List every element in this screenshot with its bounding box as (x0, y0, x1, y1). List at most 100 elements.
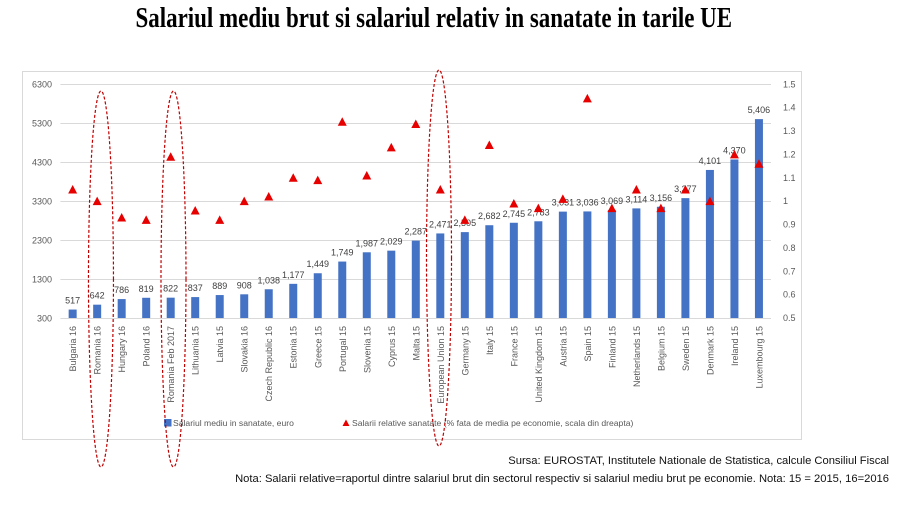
triangle-marker (729, 149, 739, 159)
bar (68, 309, 77, 318)
left-axis-tick-label: 4300 (32, 158, 52, 168)
source-note: Sursa: EUROSTAT, Institutele Nationale d… (508, 455, 889, 467)
bar-data-label: 1,449 (306, 259, 329, 269)
category-label: Finland 15 (607, 326, 617, 368)
bar-data-label: 3,114 (625, 194, 647, 204)
bar (387, 250, 396, 318)
bar-data-label: 517 (65, 296, 80, 306)
triangle-marker (386, 142, 396, 152)
triangle-marker (754, 159, 764, 168)
bar-data-label: 4,101 (699, 156, 722, 166)
bar (362, 252, 371, 318)
category-label: Slovenia 15 (362, 326, 372, 373)
category-label: Malta 15 (411, 326, 421, 361)
triangle-marker (484, 140, 494, 150)
triangle-marker (607, 203, 617, 213)
bar (754, 119, 763, 318)
bar (534, 221, 543, 318)
legend-triangle-label: Salarii relative sanatate (% fata de med… (352, 418, 634, 428)
bar (411, 240, 420, 318)
left-axis-tick-label: 3300 (32, 197, 52, 207)
bar-data-label: 2,682 (478, 211, 501, 221)
right-axis-tick-label: 1.3 (783, 126, 796, 136)
triangle-marker (411, 119, 421, 129)
bar (313, 273, 322, 318)
category-label: Greece 15 (313, 326, 323, 368)
right-axis-tick-label: 1.5 (783, 79, 796, 89)
triangle-marker (460, 215, 470, 224)
title-container: Salariul mediu brut si salariul relativ … (0, 3, 868, 35)
bar (558, 211, 567, 318)
category-label: Latvia 15 (215, 326, 225, 363)
bar-data-label: 908 (237, 280, 252, 290)
category-label: Italy 15 (485, 326, 495, 355)
bar-data-label: 1,987 (356, 238, 379, 248)
right-axis-tick-label: 0.6 (783, 290, 796, 300)
bar (93, 304, 102, 318)
chart-title: Salariul mediu brut si salariul relativ … (135, 3, 733, 34)
category-label: Lithuania 15 (191, 326, 201, 375)
triangle-marker (631, 184, 641, 194)
bar-data-label: 5,406 (748, 105, 771, 115)
right-axis-tick-label: 0.5 (783, 313, 796, 323)
bar-data-label: 1,749 (331, 248, 354, 258)
category-label: Sweden 15 (681, 326, 691, 371)
bar (142, 297, 151, 318)
triangle-marker (239, 196, 249, 206)
category-label: Portugal 15 (338, 326, 348, 372)
category-label: United Kingdom 15 (534, 326, 544, 403)
right-axis-tick-label: 1.4 (783, 103, 796, 113)
bar (460, 232, 469, 318)
bar-data-label: 3,069 (601, 196, 624, 206)
category-label: European Union 15 (436, 326, 446, 404)
highlight-ellipse (425, 69, 453, 447)
category-label: Hungary 16 (117, 326, 127, 373)
bar-data-label: 2,029 (380, 237, 403, 247)
legend-bar-label: Salariul mediu in sanatate, euro (173, 418, 294, 428)
category-label: Slovakia 16 (240, 326, 250, 373)
triangle-marker (656, 203, 666, 213)
triangle-marker (141, 215, 151, 224)
bar (289, 283, 298, 318)
bar (632, 208, 641, 318)
bar (338, 261, 347, 318)
category-label: Cyprus 15 (387, 326, 397, 367)
triangle-marker (313, 175, 323, 185)
triangle-marker (166, 152, 176, 161)
triangle-marker (435, 184, 445, 194)
bar (117, 299, 126, 318)
left-axis-tick-label: 5300 (32, 119, 52, 129)
bar-data-label: 819 (139, 284, 154, 294)
right-axis-tick-label: 0.8 (783, 243, 796, 253)
triangle-marker (288, 173, 298, 182)
triangle-marker (680, 184, 690, 194)
triangle-marker (362, 170, 372, 180)
triangle-marker (117, 213, 127, 222)
category-label: Czech Republic 16 (264, 326, 274, 402)
category-label: Estonia 15 (289, 326, 299, 369)
category-label: Spain 15 (583, 326, 593, 362)
bar (583, 211, 592, 318)
left-axis-tick-label: 2300 (32, 236, 52, 246)
chart-frame (22, 71, 802, 440)
bar (705, 169, 714, 318)
bar (436, 233, 445, 318)
category-label: Belgium 15 (656, 326, 666, 371)
highlight-ellipse (87, 90, 115, 468)
triangle-marker (705, 196, 715, 206)
bar-data-label: 889 (212, 281, 227, 291)
triangle-marker (190, 205, 200, 215)
bar (656, 206, 665, 318)
left-axis-tick-label: 300 (37, 314, 52, 324)
left-axis-tick-label: 1300 (32, 275, 52, 285)
bar-data-label: 1,038 (257, 275, 280, 285)
triangle-marker (533, 203, 543, 213)
right-axis-tick-label: 0.9 (783, 220, 796, 230)
triangle-marker (582, 93, 592, 103)
bar-data-label: 837 (188, 283, 203, 293)
left-axis-tick-label: 6300 (32, 80, 52, 90)
legend-bar-swatch (164, 419, 172, 427)
right-axis-tick-label: 1.1 (783, 173, 796, 183)
bar-data-label: 1,177 (282, 270, 305, 280)
right-axis-tick-label: 1.2 (783, 149, 796, 159)
